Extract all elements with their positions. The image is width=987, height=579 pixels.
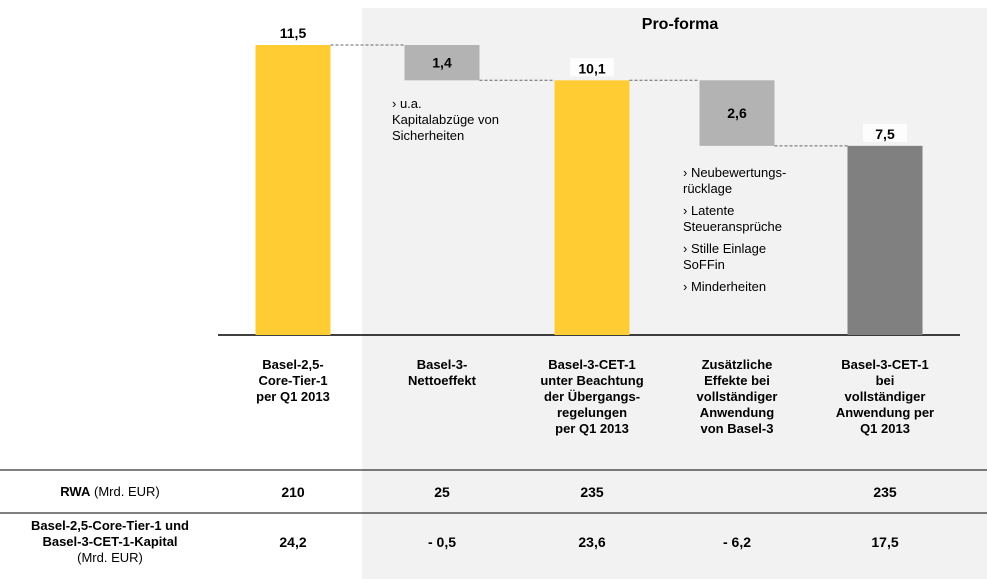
table-cell: - 0,5 <box>427 534 457 550</box>
annotation: › Minderheiten <box>683 279 767 294</box>
bar <box>699 80 775 146</box>
bar <box>255 45 331 335</box>
row-label-main: Basel-2,5-Core-Tier-1 und Basel-3-CET-1-… <box>31 518 189 549</box>
annotation: › Stille Einlage SoFFin <box>683 241 767 272</box>
value-label: 11,5 <box>280 25 307 41</box>
label-bg <box>863 123 907 142</box>
annotation: › Neubewertungs- rücklage <box>683 165 787 196</box>
category-label: Basel-3-CET-1 bei vollständiger Anwendun… <box>835 357 935 436</box>
table-cell: 235 <box>580 484 604 500</box>
row-label-unit: (Mrd. EUR) <box>77 550 143 565</box>
table-cell: 235 <box>873 484 897 500</box>
value-label: 2,6 <box>727 105 747 121</box>
table-cell: 25 <box>434 484 450 500</box>
value-label: 7,5 <box>875 126 895 142</box>
category-label: Zusätzliche Effekte bei vollständiger An… <box>696 357 778 436</box>
table-cell: 24,2 <box>279 534 307 550</box>
row-label-unit: (Mrd. EUR) <box>94 484 160 499</box>
table-cell: 23,6 <box>578 534 606 550</box>
bar <box>404 45 480 81</box>
row-label-main: RWA <box>60 484 91 499</box>
bar <box>847 145 923 335</box>
label-bg <box>570 58 614 77</box>
label-bg <box>271 23 315 41</box>
value-label: 10,1 <box>578 60 605 76</box>
bar <box>554 80 630 335</box>
row-label: RWA (Mrd. EUR) <box>3 484 218 500</box>
value-label: 1,4 <box>432 55 452 71</box>
row-label: Basel-2,5-Core-Tier-1 und Basel-3-CET-1-… <box>3 518 218 566</box>
table-cell: - 6,2 <box>722 534 752 550</box>
table-cell: 17,5 <box>871 534 899 550</box>
category-label: Basel-3-CET-1 unter Beachtung der Überga… <box>540 357 644 436</box>
category-label: Basel-2,5- Core-Tier-1 per Q1 2013 <box>256 357 330 404</box>
category-label: Basel-3- Nettoeffekt <box>408 357 476 388</box>
table-cell: 210 <box>281 484 305 500</box>
annotation: › u.a. Kapitalabzüge von Sicherheiten <box>392 96 499 143</box>
annotation: › Latente Steueransprüche <box>683 203 783 234</box>
section-title: Pro-forma <box>641 16 719 33</box>
